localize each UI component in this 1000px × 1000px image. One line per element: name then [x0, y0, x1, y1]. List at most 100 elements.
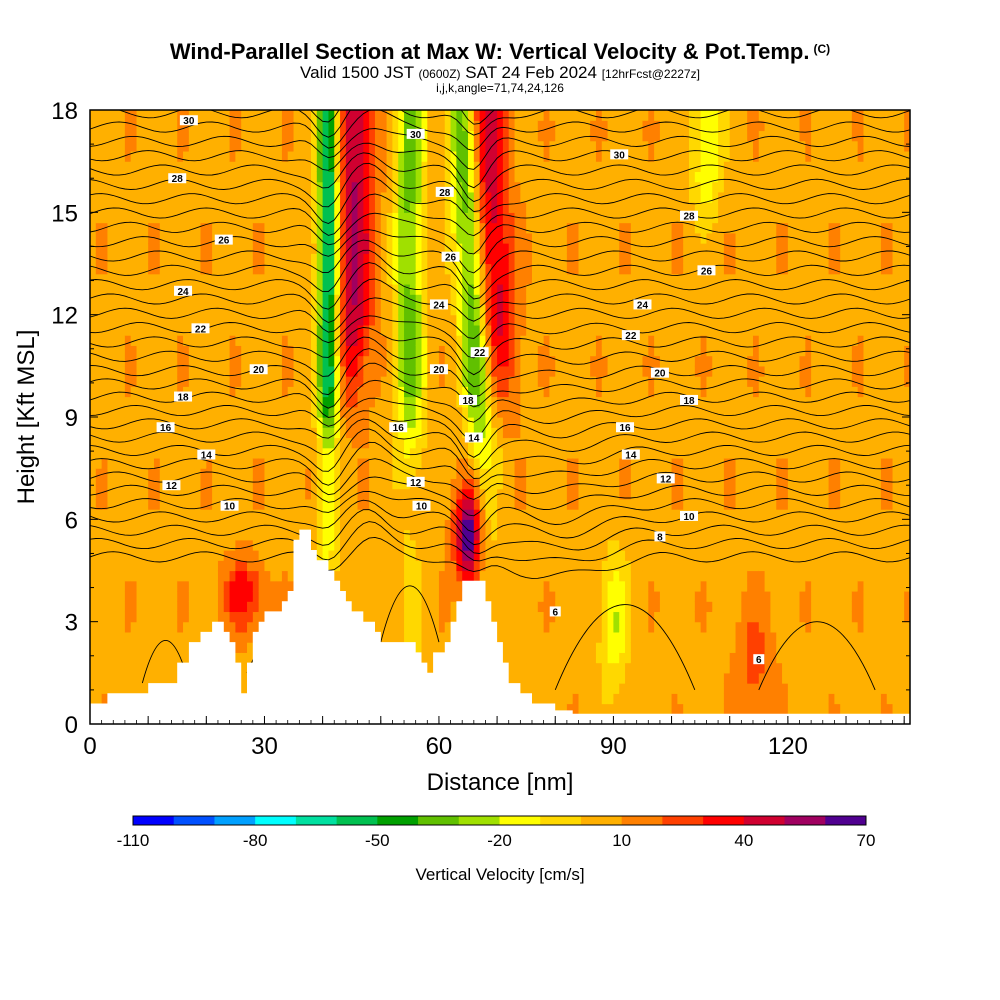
- velocity-cell: [497, 611, 504, 623]
- velocity-cell: [369, 355, 376, 367]
- velocity-cell: [328, 560, 335, 572]
- velocity-cell: [217, 437, 225, 449]
- velocity-cell: [473, 417, 481, 428]
- velocity-cell: [485, 519, 492, 531]
- velocity-cell: [357, 406, 364, 418]
- velocity-cell: [561, 130, 568, 142]
- velocity-cell: [229, 355, 236, 367]
- velocity-cell: [200, 355, 207, 367]
- velocity-cell: [235, 406, 242, 418]
- velocity-cell: [252, 304, 260, 316]
- velocity-cell: [241, 447, 248, 459]
- velocity-cell: [177, 345, 184, 357]
- velocity-cell: [183, 498, 190, 510]
- velocity-cell: [549, 478, 556, 490]
- velocity-cell: [438, 345, 446, 357]
- velocity-cell: [270, 427, 277, 439]
- velocity-cell: [322, 509, 330, 520]
- velocity-cell: [328, 406, 335, 418]
- velocity-cell: [316, 150, 324, 162]
- velocity-cell: [258, 570, 266, 582]
- velocity-cell: [334, 560, 341, 572]
- velocity-cell: [107, 376, 114, 387]
- velocity-cell: [200, 376, 207, 387]
- velocity-cell: [334, 324, 341, 336]
- velocity-cell: [148, 601, 155, 613]
- velocity-cell: [235, 498, 242, 510]
- velocity-cell: [305, 202, 312, 213]
- velocity-cell: [479, 560, 487, 572]
- velocity-cell: [148, 662, 155, 674]
- velocity-cell: [485, 150, 492, 162]
- velocity-cell: [531, 140, 539, 152]
- velocity-cell: [497, 580, 504, 592]
- velocity-cell: [252, 539, 260, 551]
- velocity-cell: [276, 519, 283, 531]
- velocity-cell: [555, 509, 562, 520]
- velocity-cell: [124, 130, 132, 142]
- velocity-cell: [345, 529, 353, 541]
- velocity-cell: [555, 417, 562, 428]
- velocity-cell: [119, 427, 126, 439]
- velocity-cell: [293, 273, 300, 285]
- velocity-cell: [479, 294, 487, 306]
- velocity-cell: [241, 662, 248, 674]
- velocity-cell: [520, 468, 527, 479]
- velocity-cell: [264, 427, 271, 439]
- velocity-cell: [566, 150, 574, 162]
- velocity-cell: [171, 498, 178, 510]
- velocity-cell: [479, 365, 487, 377]
- velocity-cell: [258, 457, 266, 469]
- velocity-cell: [491, 324, 498, 336]
- velocity-cell: [101, 324, 109, 336]
- velocity-cell: [531, 601, 539, 613]
- velocity-cell: [305, 457, 312, 469]
- velocity-cell: [468, 212, 475, 224]
- velocity-cell: [415, 355, 423, 367]
- velocity-cell: [212, 550, 219, 561]
- velocity-cell: [334, 253, 341, 265]
- velocity-cell: [148, 539, 155, 551]
- velocity-cell: [270, 498, 277, 510]
- velocity-cell: [130, 396, 138, 408]
- velocity-cell: [223, 140, 231, 152]
- velocity-cell: [520, 672, 527, 684]
- velocity-cell: [438, 509, 446, 520]
- velocity-cell: [334, 488, 341, 500]
- velocity-cell: [183, 457, 190, 469]
- velocity-cell: [334, 202, 341, 213]
- velocity-cell: [561, 253, 568, 265]
- velocity-cell: [421, 212, 428, 224]
- velocity-cell: [241, 355, 248, 367]
- velocity-cell: [223, 601, 231, 613]
- velocity-cell: [409, 150, 417, 162]
- velocity-cell: [555, 161, 562, 172]
- velocity-cell: [229, 509, 236, 520]
- velocity-cell: [148, 294, 155, 306]
- velocity-cell: [450, 376, 457, 387]
- velocity-cell: [386, 232, 394, 244]
- velocity-cell: [322, 243, 330, 254]
- velocity-cell: [165, 672, 173, 684]
- velocity-cell: [491, 376, 498, 387]
- velocity-cell: [345, 539, 353, 551]
- velocity-cell: [107, 427, 114, 439]
- velocity-cell: [241, 560, 248, 572]
- velocity-cell: [543, 631, 551, 643]
- velocity-cell: [398, 314, 405, 326]
- velocity-cell: [369, 417, 376, 428]
- velocity-cell: [351, 191, 359, 203]
- velocity-cell: [502, 509, 510, 520]
- velocity-cell: [136, 560, 143, 572]
- velocity-cell: [380, 417, 388, 428]
- velocity-cell: [479, 191, 487, 203]
- velocity-cell: [212, 427, 219, 439]
- velocity-cell: [159, 550, 167, 561]
- velocity-cell: [502, 263, 510, 275]
- velocity-cell: [438, 642, 446, 653]
- velocity-cell: [247, 406, 254, 418]
- velocity-cell: [409, 601, 417, 613]
- velocity-cell: [363, 580, 370, 592]
- velocity-cell: [427, 652, 434, 664]
- velocity-cell: [450, 304, 457, 316]
